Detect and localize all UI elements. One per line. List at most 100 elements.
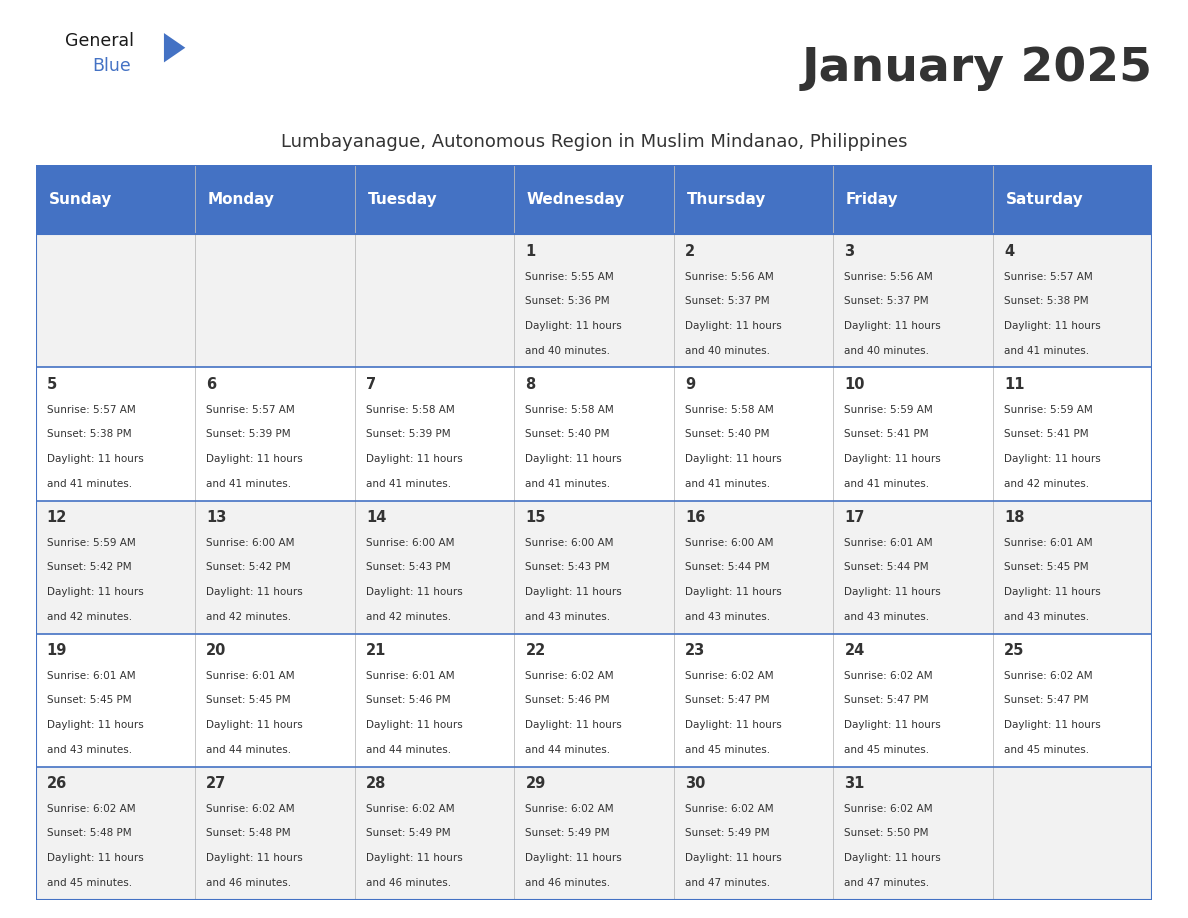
Text: Sunrise: 6:02 AM: Sunrise: 6:02 AM [1004, 671, 1093, 681]
Text: Sunset: 5:37 PM: Sunset: 5:37 PM [845, 297, 929, 307]
Bar [36, 767, 1152, 900]
Text: Sunrise: 6:01 AM: Sunrise: 6:01 AM [366, 671, 455, 681]
Text: Daylight: 11 hours: Daylight: 11 hours [46, 853, 144, 863]
Bar [36, 500, 1152, 633]
Text: Sunrise: 5:55 AM: Sunrise: 5:55 AM [525, 272, 614, 282]
Text: Daylight: 11 hours: Daylight: 11 hours [46, 720, 144, 730]
Text: 1: 1 [525, 244, 536, 259]
Text: and 40 minutes.: and 40 minutes. [845, 345, 929, 355]
Text: Sunrise: 5:57 AM: Sunrise: 5:57 AM [207, 405, 295, 415]
Text: Saturday: Saturday [1005, 193, 1083, 207]
Text: and 41 minutes.: and 41 minutes. [366, 478, 451, 488]
Text: and 42 minutes.: and 42 minutes. [46, 611, 132, 621]
Text: Daylight: 11 hours: Daylight: 11 hours [525, 853, 623, 863]
Text: Daylight: 11 hours: Daylight: 11 hours [207, 453, 303, 464]
Text: Sunset: 5:42 PM: Sunset: 5:42 PM [207, 563, 291, 573]
Text: Sunset: 5:42 PM: Sunset: 5:42 PM [46, 563, 132, 573]
Text: 31: 31 [845, 776, 865, 791]
Text: 9: 9 [685, 376, 695, 392]
Text: Sunset: 5:50 PM: Sunset: 5:50 PM [845, 828, 929, 838]
Bar [36, 234, 1152, 367]
Text: Sunrise: 5:59 AM: Sunrise: 5:59 AM [46, 538, 135, 548]
Text: 3: 3 [845, 244, 854, 259]
Text: Daylight: 11 hours: Daylight: 11 hours [366, 853, 462, 863]
Text: and 41 minutes.: and 41 minutes. [1004, 345, 1089, 355]
Text: 19: 19 [46, 643, 68, 658]
Text: Daylight: 11 hours: Daylight: 11 hours [366, 587, 462, 597]
Text: Daylight: 11 hours: Daylight: 11 hours [685, 321, 782, 330]
Text: Sunrise: 5:56 AM: Sunrise: 5:56 AM [685, 272, 773, 282]
Text: Sunset: 5:41 PM: Sunset: 5:41 PM [845, 430, 929, 440]
Text: Sunrise: 6:02 AM: Sunrise: 6:02 AM [46, 804, 135, 814]
Text: and 45 minutes.: and 45 minutes. [845, 744, 929, 755]
Text: and 40 minutes.: and 40 minutes. [685, 345, 770, 355]
Text: Sunrise: 6:02 AM: Sunrise: 6:02 AM [685, 671, 773, 681]
Text: 13: 13 [207, 509, 227, 525]
Text: 8: 8 [525, 376, 536, 392]
Text: Sunset: 5:48 PM: Sunset: 5:48 PM [46, 828, 132, 838]
Text: 16: 16 [685, 509, 706, 525]
Text: Sunset: 5:41 PM: Sunset: 5:41 PM [1004, 430, 1088, 440]
Text: Sunrise: 6:01 AM: Sunrise: 6:01 AM [46, 671, 135, 681]
Text: Sunrise: 5:56 AM: Sunrise: 5:56 AM [845, 272, 934, 282]
Text: General: General [65, 32, 134, 50]
Text: Sunrise: 6:02 AM: Sunrise: 6:02 AM [525, 804, 614, 814]
Text: Sunset: 5:39 PM: Sunset: 5:39 PM [366, 430, 450, 440]
Text: Sunset: 5:38 PM: Sunset: 5:38 PM [1004, 297, 1088, 307]
Text: 11: 11 [1004, 376, 1024, 392]
Text: Sunrise: 6:00 AM: Sunrise: 6:00 AM [525, 538, 614, 548]
Text: Sunrise: 6:02 AM: Sunrise: 6:02 AM [685, 804, 773, 814]
Text: Sunrise: 5:57 AM: Sunrise: 5:57 AM [1004, 272, 1093, 282]
Text: Daylight: 11 hours: Daylight: 11 hours [207, 720, 303, 730]
Text: Daylight: 11 hours: Daylight: 11 hours [685, 453, 782, 464]
Text: Thursday: Thursday [687, 193, 766, 207]
Text: 25: 25 [1004, 643, 1024, 658]
Text: 30: 30 [685, 776, 706, 791]
Text: 4: 4 [1004, 244, 1015, 259]
Text: Sunset: 5:44 PM: Sunset: 5:44 PM [685, 563, 770, 573]
Text: and 46 minutes.: and 46 minutes. [366, 878, 451, 888]
Text: Sunset: 5:40 PM: Sunset: 5:40 PM [525, 430, 609, 440]
Text: and 41 minutes.: and 41 minutes. [525, 478, 611, 488]
Text: Sunrise: 6:02 AM: Sunrise: 6:02 AM [845, 671, 933, 681]
Text: Sunset: 5:47 PM: Sunset: 5:47 PM [685, 696, 770, 705]
Text: Sunset: 5:49 PM: Sunset: 5:49 PM [685, 828, 770, 838]
Text: 27: 27 [207, 776, 227, 791]
Text: Daylight: 11 hours: Daylight: 11 hours [1004, 587, 1101, 597]
Text: Sunrise: 6:02 AM: Sunrise: 6:02 AM [207, 804, 295, 814]
Text: Daylight: 11 hours: Daylight: 11 hours [207, 853, 303, 863]
Text: and 46 minutes.: and 46 minutes. [525, 878, 611, 888]
Text: and 42 minutes.: and 42 minutes. [207, 611, 291, 621]
Text: Wednesday: Wednesday [527, 193, 625, 207]
Text: and 43 minutes.: and 43 minutes. [845, 611, 929, 621]
Text: Daylight: 11 hours: Daylight: 11 hours [366, 720, 462, 730]
Text: and 43 minutes.: and 43 minutes. [525, 611, 611, 621]
Text: Sunset: 5:40 PM: Sunset: 5:40 PM [685, 430, 770, 440]
Text: Daylight: 11 hours: Daylight: 11 hours [685, 587, 782, 597]
Text: Tuesday: Tuesday [367, 193, 437, 207]
Text: and 41 minutes.: and 41 minutes. [845, 478, 929, 488]
Text: and 42 minutes.: and 42 minutes. [366, 611, 451, 621]
Text: Sunrise: 6:01 AM: Sunrise: 6:01 AM [845, 538, 933, 548]
Text: Sunset: 5:44 PM: Sunset: 5:44 PM [845, 563, 929, 573]
Text: 22: 22 [525, 643, 545, 658]
Text: 5: 5 [46, 376, 57, 392]
Text: Daylight: 11 hours: Daylight: 11 hours [845, 853, 941, 863]
Text: and 45 minutes.: and 45 minutes. [1004, 744, 1089, 755]
Text: Lumbayanague, Autonomous Region in Muslim Mindanao, Philippines: Lumbayanague, Autonomous Region in Musli… [280, 133, 908, 151]
Text: Daylight: 11 hours: Daylight: 11 hours [525, 587, 623, 597]
Text: Daylight: 11 hours: Daylight: 11 hours [685, 853, 782, 863]
Text: Sunrise: 5:57 AM: Sunrise: 5:57 AM [46, 405, 135, 415]
Text: Daylight: 11 hours: Daylight: 11 hours [1004, 720, 1101, 730]
Text: Sunrise: 5:59 AM: Sunrise: 5:59 AM [1004, 405, 1093, 415]
Text: Sunrise: 5:59 AM: Sunrise: 5:59 AM [845, 405, 934, 415]
Text: Sunset: 5:47 PM: Sunset: 5:47 PM [845, 696, 929, 705]
Text: Sunset: 5:45 PM: Sunset: 5:45 PM [1004, 563, 1088, 573]
Text: and 43 minutes.: and 43 minutes. [1004, 611, 1089, 621]
Text: 7: 7 [366, 376, 375, 392]
Text: Daylight: 11 hours: Daylight: 11 hours [845, 720, 941, 730]
Text: Sunrise: 5:58 AM: Sunrise: 5:58 AM [685, 405, 773, 415]
Text: Sunset: 5:45 PM: Sunset: 5:45 PM [207, 696, 291, 705]
Text: Daylight: 11 hours: Daylight: 11 hours [845, 587, 941, 597]
Text: 23: 23 [685, 643, 706, 658]
